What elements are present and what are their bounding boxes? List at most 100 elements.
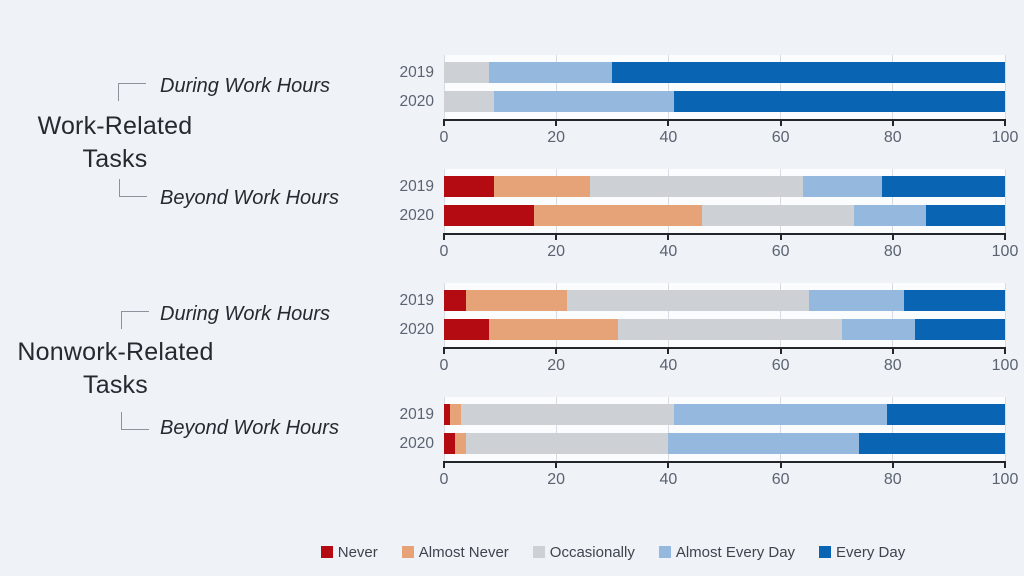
bar-segment-occasionally <box>589 176 804 197</box>
bar-segment-never <box>444 176 495 197</box>
gridline-0 <box>443 397 445 461</box>
legend-label: Occasionally <box>549 543 635 561</box>
x-axis-tick-0 <box>443 349 445 354</box>
x-axis-tick-label-20: 20 <box>547 243 566 260</box>
gridline-20 <box>555 283 557 347</box>
x-axis-tick-label-40: 40 <box>659 129 678 146</box>
stacked-bar-2019 <box>444 176 1005 197</box>
gridline-0 <box>443 55 445 119</box>
bar-segment-never <box>444 404 450 425</box>
chart-work-beyond-hours: 2019 2020 0 20 40 60 80 100 <box>400 169 1018 269</box>
bar-segment-every-day <box>674 91 1005 112</box>
legend: Never Almost Never Occasionally Almost Ever… <box>285 541 941 563</box>
x-axis-tick-20 <box>555 235 558 240</box>
x-axis-tick-100 <box>1004 235 1006 240</box>
gridline-100 <box>1004 55 1006 119</box>
bar-segment-almost-never <box>533 205 703 226</box>
bar-segment-never <box>444 290 467 311</box>
x-axis-tick-label-60: 60 <box>771 129 790 146</box>
bar-segment-occasionally <box>444 91 495 112</box>
legend-item-never: Never <box>320 543 378 561</box>
x-axis-tick-60 <box>779 463 782 468</box>
x-axis-tick-40 <box>667 463 670 468</box>
bar-segment-every-day <box>612 62 1005 83</box>
section-label-line1: Nonwork-Related <box>17 338 214 366</box>
legend-swatch-never <box>320 546 333 558</box>
x-axis-tick-label-0: 0 <box>439 243 449 260</box>
x-axis-tick-100 <box>1004 349 1006 354</box>
section-label-line2: Tasks <box>83 371 148 399</box>
gridline-60 <box>780 397 782 461</box>
legend-label: Never <box>337 543 378 561</box>
plot-area <box>443 283 1006 347</box>
legend-swatch-every-day <box>819 546 832 558</box>
section-label-nonwork-related: Nonwork-Related Tasks <box>8 336 223 402</box>
plot-area <box>443 397 1006 461</box>
legend-item-every-day: Every Day <box>819 544 905 561</box>
x-axis-tick-label-20: 20 <box>547 129 566 146</box>
gridline-0 <box>443 283 445 347</box>
bar-segment-almost-never <box>488 319 618 340</box>
bar-segment-almost-every-day <box>803 176 882 197</box>
legend-swatch-occasionally <box>532 546 545 558</box>
bar-segment-every-day <box>915 319 1005 340</box>
x-axis-tick-60 <box>779 121 782 126</box>
stacked-bar-2020 <box>444 433 1005 454</box>
x-axis-tick-label-100: 100 <box>991 243 1019 260</box>
x-axis-tick-40 <box>667 349 670 354</box>
bracket-nonwork-during <box>121 311 149 329</box>
chart-work-during-hours: 2019 2020 0 20 40 60 80 100 <box>400 55 1018 155</box>
year-label-2019: 2019 <box>399 64 434 81</box>
x-axis-tick-label-60: 60 <box>771 471 790 488</box>
bar-segment-almost-every-day <box>842 319 916 340</box>
gridline-80 <box>892 283 894 347</box>
gridline-100 <box>1004 283 1006 347</box>
x-axis-tick-100 <box>1004 121 1006 126</box>
bar-segment-every-day <box>881 176 1005 197</box>
gridline-80 <box>892 55 894 119</box>
year-label-2019: 2019 <box>399 292 434 309</box>
x-axis-tick-100 <box>1004 463 1006 468</box>
x-axis-tick-40 <box>667 235 670 240</box>
legend-item-occasionally: Occasionally <box>532 543 635 561</box>
x-axis-tick-label-0: 0 <box>439 357 449 374</box>
year-label-2019: 2019 <box>399 406 434 423</box>
x-axis-tick-20 <box>555 121 558 126</box>
x-axis-tick-0 <box>443 235 445 240</box>
year-label-2020: 2020 <box>399 321 434 338</box>
section-label-work-related: Work-Related Tasks <box>15 110 215 176</box>
section-label-line1: Work-Related <box>37 112 193 140</box>
x-axis-tick-40 <box>667 121 670 126</box>
sublabel-work-beyond: Beyond Work Hours <box>160 187 339 209</box>
x-axis-tick-label-20: 20 <box>547 357 566 374</box>
bar-segment-occasionally <box>460 404 674 425</box>
stacked-bar-2019 <box>444 404 1005 425</box>
year-label-2020: 2020 <box>399 93 434 110</box>
x-axis-tick-20 <box>555 463 558 468</box>
bracket-work-during <box>118 83 146 101</box>
plot-area <box>443 55 1006 119</box>
gridline-60 <box>780 55 782 119</box>
bar-segment-almost-every-day <box>494 91 674 112</box>
x-axis-tick-label-0: 0 <box>439 471 449 488</box>
bracket-work-beyond <box>119 179 147 197</box>
gridline-100 <box>1004 397 1006 461</box>
year-label-2020: 2020 <box>399 435 434 452</box>
bar-segment-almost-never <box>449 404 461 425</box>
year-label-2020: 2020 <box>399 207 434 224</box>
x-axis-tick-label-80: 80 <box>883 471 902 488</box>
x-axis-tick-80 <box>891 235 894 240</box>
bar-segment-occasionally <box>466 433 669 454</box>
x-axis-tick-label-80: 80 <box>883 243 902 260</box>
sublabel-nonwork-during: During Work Hours <box>160 303 331 325</box>
bar-segment-occasionally <box>444 62 489 83</box>
x-axis-tick-label-0: 0 <box>439 129 449 146</box>
bar-segment-almost-never <box>494 176 590 197</box>
gridline-80 <box>892 169 894 233</box>
stacked-bar-2019 <box>444 290 1005 311</box>
bar-segment-occasionally <box>567 290 809 311</box>
legend-label: Almost Never <box>418 543 509 561</box>
x-axis-line <box>443 347 1006 349</box>
legend-item-almost-every-day: Almost Every Day <box>658 544 795 561</box>
x-axis-tick-label-100: 100 <box>991 129 1019 146</box>
